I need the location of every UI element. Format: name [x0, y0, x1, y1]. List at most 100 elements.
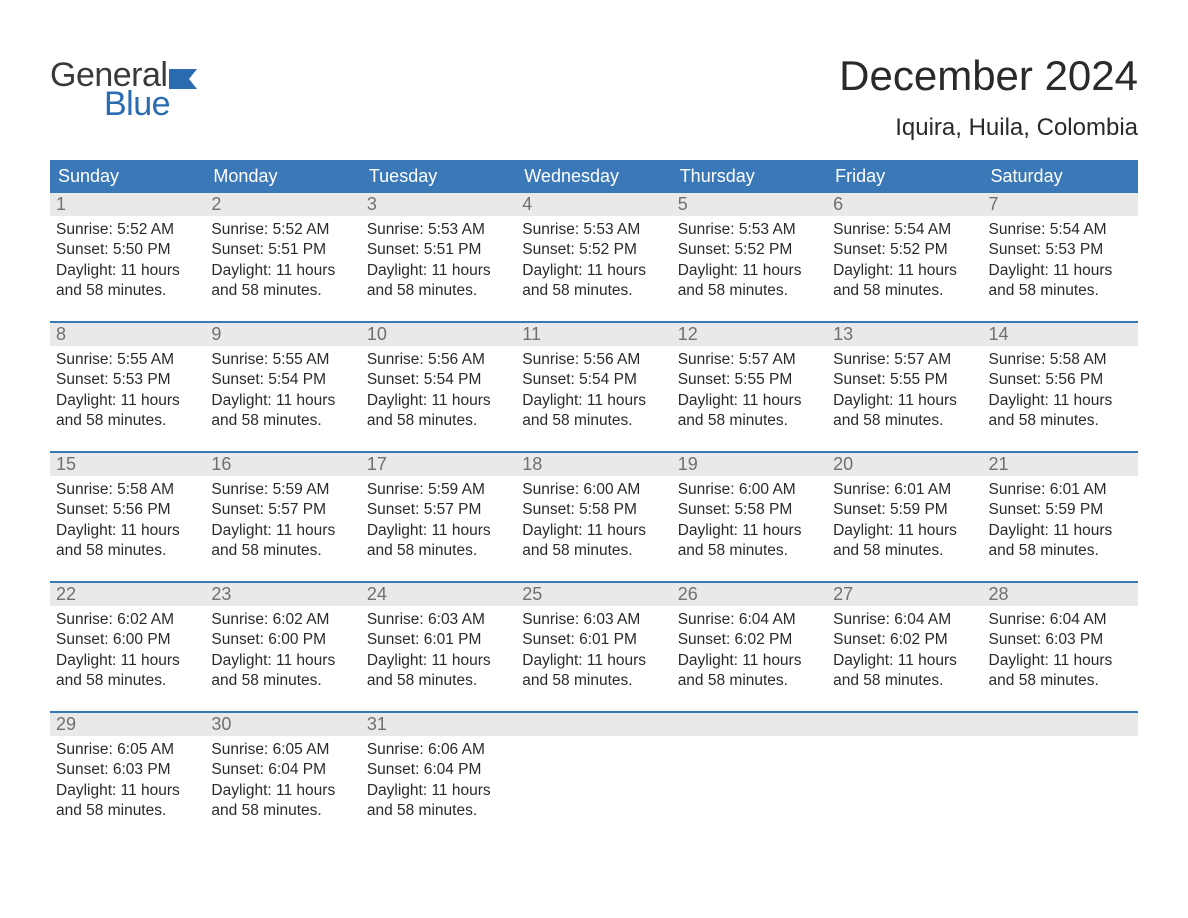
daylight-line: Daylight: 11 hours and 58 minutes.: [678, 521, 821, 562]
calendar-day: 15Sunrise: 5:58 AMSunset: 5:56 PMDayligh…: [50, 453, 205, 581]
weekday-header: Sunday: [50, 160, 205, 193]
day-number: 7: [989, 194, 999, 214]
daylight-line: Daylight: 11 hours and 58 minutes.: [833, 391, 976, 432]
calendar-day: 19Sunrise: 6:00 AMSunset: 5:58 PMDayligh…: [672, 453, 827, 581]
sunset-line: Sunset: 5:51 PM: [211, 240, 354, 260]
sunrise-line: Sunrise: 6:03 AM: [522, 610, 665, 630]
sunrise-line: Sunrise: 6:00 AM: [522, 480, 665, 500]
daylight-line: Daylight: 11 hours and 58 minutes.: [367, 781, 510, 822]
sunrise-line: Sunrise: 5:54 AM: [833, 220, 976, 240]
sunset-line: Sunset: 5:54 PM: [522, 370, 665, 390]
day-number: 9: [211, 324, 221, 344]
sunrise-line: Sunrise: 5:59 AM: [367, 480, 510, 500]
sunrise-line: Sunrise: 5:54 AM: [989, 220, 1132, 240]
sunset-line: Sunset: 5:51 PM: [367, 240, 510, 260]
daylight-line: Daylight: 11 hours and 58 minutes.: [367, 651, 510, 692]
daylight-line: Daylight: 11 hours and 58 minutes.: [833, 521, 976, 562]
daylight-line: Daylight: 11 hours and 58 minutes.: [56, 391, 199, 432]
sunset-line: Sunset: 5:52 PM: [833, 240, 976, 260]
sunrise-line: Sunrise: 6:04 AM: [989, 610, 1132, 630]
daylight-line: Daylight: 11 hours and 58 minutes.: [678, 261, 821, 302]
daylight-line: Daylight: 11 hours and 58 minutes.: [989, 651, 1132, 692]
weekday-header: Monday: [205, 160, 360, 193]
calendar-week: 29Sunrise: 6:05 AMSunset: 6:03 PMDayligh…: [50, 711, 1138, 841]
daylight-line: Daylight: 11 hours and 58 minutes.: [367, 521, 510, 562]
sunrise-line: Sunrise: 6:02 AM: [211, 610, 354, 630]
day-number: 12: [678, 324, 698, 344]
day-number: 5: [678, 194, 688, 214]
sunset-line: Sunset: 5:53 PM: [989, 240, 1132, 260]
sunset-line: Sunset: 6:00 PM: [211, 630, 354, 650]
sunset-line: Sunset: 6:02 PM: [678, 630, 821, 650]
calendar-day: 31 Sunrise: 6:06 AMSunset: 6:04 PMDayligh…: [361, 713, 516, 841]
day-number: 3: [367, 194, 377, 214]
calendar-day: 2Sunrise: 5:52 AMSunset: 5:51 PMDaylight…: [205, 193, 360, 321]
calendar-day: 0: [516, 713, 671, 841]
calendar-week: 15Sunrise: 5:58 AMSunset: 5:56 PMDayligh…: [50, 451, 1138, 581]
calendar-day: 22Sunrise: 6:02 AMSunset: 6:00 PMDayligh…: [50, 583, 205, 711]
sunset-line: Sunset: 6:04 PM: [367, 760, 510, 780]
daylight-line: Daylight: 11 hours and 58 minutes.: [989, 261, 1132, 302]
daylight-line: Daylight: 11 hours and 58 minutes.: [522, 521, 665, 562]
calendar-day: 4Sunrise: 5:53 AMSunset: 5:52 PMDaylight…: [516, 193, 671, 321]
sunset-line: Sunset: 6:02 PM: [833, 630, 976, 650]
day-number: 18: [522, 454, 542, 474]
daylight-line: Daylight: 11 hours and 58 minutes.: [833, 261, 976, 302]
day-number: 26: [678, 584, 698, 604]
sunrise-line: Sunrise: 5:58 AM: [989, 350, 1132, 370]
sunrise-line: Sunrise: 5:56 AM: [367, 350, 510, 370]
calendar-day: 30Sunrise: 6:05 AMSunset: 6:04 PMDayligh…: [205, 713, 360, 841]
sunset-line: Sunset: 5:54 PM: [367, 370, 510, 390]
sunrise-line: Sunrise: 6:03 AM: [367, 610, 510, 630]
calendar-day: 17Sunrise: 5:59 AMSunset: 5:57 PMDayligh…: [361, 453, 516, 581]
sunset-line: Sunset: 6:01 PM: [522, 630, 665, 650]
calendar-day: 7 Sunrise: 5:54 AMSunset: 5:53 PMDaylight…: [983, 193, 1138, 321]
day-number: 4: [522, 194, 532, 214]
location-label: Iquira, Huila, Colombia: [839, 114, 1138, 142]
sunrise-line: Sunrise: 5:53 AM: [678, 220, 821, 240]
calendar-day: 16Sunrise: 5:59 AMSunset: 5:57 PMDayligh…: [205, 453, 360, 581]
sunset-line: Sunset: 5:54 PM: [211, 370, 354, 390]
sunset-line: Sunset: 5:56 PM: [989, 370, 1132, 390]
calendar-day: 5Sunrise: 5:53 AMSunset: 5:52 PMDaylight…: [672, 193, 827, 321]
day-number: 14: [989, 324, 1009, 344]
calendar-day: 24Sunrise: 6:03 AMSunset: 6:01 PMDayligh…: [361, 583, 516, 711]
sunset-line: Sunset: 6:03 PM: [56, 760, 199, 780]
day-number: 30: [211, 714, 231, 734]
day-number: 11: [522, 324, 541, 344]
daylight-line: Daylight: 11 hours and 58 minutes.: [211, 651, 354, 692]
weekday-header: Tuesday: [361, 160, 516, 193]
weekday-header: Friday: [827, 160, 982, 193]
sunset-line: Sunset: 5:58 PM: [522, 500, 665, 520]
calendar-day: 0: [983, 713, 1138, 841]
sunrise-line: Sunrise: 6:06 AM: [367, 740, 510, 760]
calendar-day: 13Sunrise: 5:57 AMSunset: 5:55 PMDayligh…: [827, 323, 982, 451]
sunset-line: Sunset: 6:04 PM: [211, 760, 354, 780]
daylight-line: Daylight: 11 hours and 58 minutes.: [989, 391, 1132, 432]
sunrise-line: Sunrise: 5:57 AM: [833, 350, 976, 370]
calendar-week: 8Sunrise: 5:55 AMSunset: 5:53 PMDaylight…: [50, 321, 1138, 451]
daylight-line: Daylight: 11 hours and 58 minutes.: [367, 261, 510, 302]
sunrise-line: Sunrise: 6:05 AM: [56, 740, 199, 760]
calendar-day: 20Sunrise: 6:01 AMSunset: 5:59 PMDayligh…: [827, 453, 982, 581]
day-number: 15: [56, 454, 76, 474]
day-number: 20: [833, 454, 853, 474]
weekday-header: Thursday: [672, 160, 827, 193]
calendar-week: 1Sunrise: 5:52 AMSunset: 5:50 PMDaylight…: [50, 193, 1138, 321]
sunrise-line: Sunrise: 6:05 AM: [211, 740, 354, 760]
day-number: 16: [211, 454, 231, 474]
calendar-day: 29Sunrise: 6:05 AMSunset: 6:03 PMDayligh…: [50, 713, 205, 841]
daylight-line: Daylight: 11 hours and 58 minutes.: [989, 521, 1132, 562]
calendar-day: 10Sunrise: 5:56 AMSunset: 5:54 PMDayligh…: [361, 323, 516, 451]
daylight-line: Daylight: 11 hours and 58 minutes.: [56, 651, 199, 692]
day-number: 31: [367, 714, 387, 734]
sunset-line: Sunset: 5:50 PM: [56, 240, 199, 260]
calendar-day: 18 Sunrise: 6:00 AMSunset: 5:58 PMDayligh…: [516, 453, 671, 581]
calendar-day: 1Sunrise: 5:52 AMSunset: 5:50 PMDaylight…: [50, 193, 205, 321]
calendar-day: 6Sunrise: 5:54 AMSunset: 5:52 PMDaylight…: [827, 193, 982, 321]
sunrise-line: Sunrise: 6:00 AM: [678, 480, 821, 500]
sunrise-line: Sunrise: 5:52 AM: [56, 220, 199, 240]
sunrise-line: Sunrise: 5:55 AM: [56, 350, 199, 370]
daylight-line: Daylight: 11 hours and 58 minutes.: [211, 521, 354, 562]
day-number: 29: [56, 714, 76, 734]
